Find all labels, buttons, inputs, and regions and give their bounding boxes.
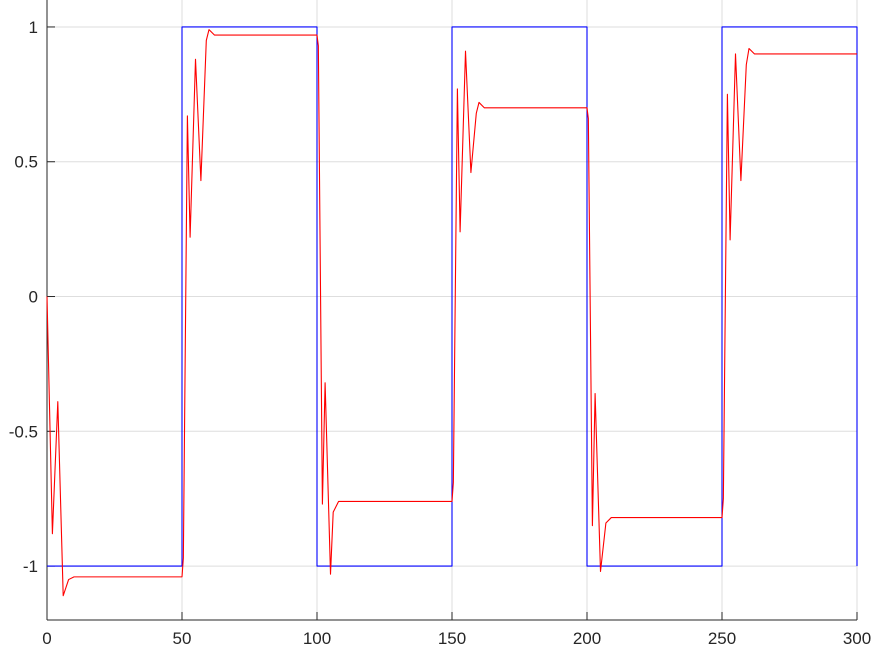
x-tick-label: 200: [573, 629, 601, 648]
series-line-red: [46, 29, 857, 597]
x-tick-label: 250: [708, 629, 736, 648]
y-tick-label: 0: [29, 288, 38, 307]
series-line-blue: [47, 26, 858, 567]
y-tick-label: 1: [29, 18, 38, 37]
x-tick-label: 100: [303, 629, 331, 648]
x-tick-label: 50: [173, 629, 192, 648]
series-layer: [46, 26, 858, 597]
tick-label-layer: 0 50 100 150 200 250 300 1 0.5 0 -0.5 -1: [9, 18, 871, 648]
x-tick-label: 150: [438, 629, 466, 648]
x-tick-label: 300: [843, 629, 871, 648]
x-tick-label: 0: [42, 629, 51, 648]
y-tick-label: 0.5: [14, 153, 38, 172]
y-tick-label: -0.5: [9, 422, 38, 441]
y-tick-label: -1: [23, 557, 38, 576]
